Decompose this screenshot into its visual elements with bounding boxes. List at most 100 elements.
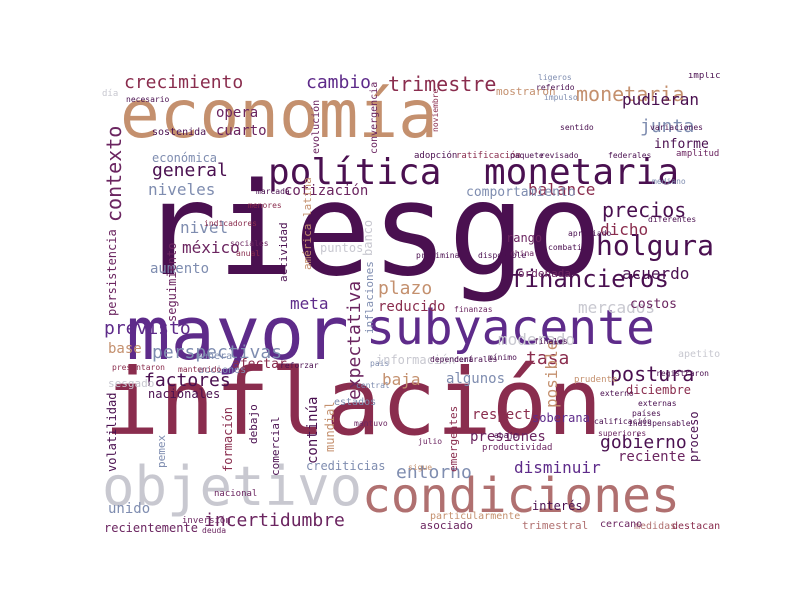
word-economia: economía	[120, 76, 438, 153]
word-mediano: mediano	[652, 177, 686, 186]
word-central: central	[356, 381, 390, 390]
word-presentaron: presentaron	[112, 363, 165, 372]
word-mantenido: mantenido	[178, 365, 222, 374]
word-respecto: respecto	[472, 407, 540, 423]
word-calificacion: calificación	[594, 417, 652, 426]
word-monetaria-small: monetaria	[576, 82, 685, 106]
word-afectar: afectar	[232, 357, 287, 372]
word-dependera: dependerá	[430, 355, 474, 364]
word-interes: interés	[532, 499, 583, 513]
word-actividad: actividad	[277, 222, 290, 282]
word-nacionales: nacionales	[148, 387, 221, 401]
word-superiores: superiores	[598, 429, 647, 438]
word-niveles: niveles	[148, 180, 216, 199]
word-pudieran: pudieran	[622, 90, 700, 109]
word-america-latina: américa latina	[301, 177, 314, 270]
word-economica: económica	[152, 151, 218, 165]
word-ratificacion: ratificación	[456, 151, 522, 161]
word-opera: opera	[216, 105, 259, 121]
word-china: china	[510, 249, 535, 258]
word-postura: postura	[610, 362, 695, 386]
word-mercados: mercados	[578, 298, 656, 317]
word-evolucion: evolución	[311, 99, 322, 154]
word-minimo: mínimo	[488, 353, 517, 362]
word-balance: balance	[528, 180, 596, 199]
word-convergencia: convergencia	[369, 81, 380, 154]
word-gobierno: gobierno	[600, 432, 687, 453]
word-mostraron: mostraron	[496, 85, 556, 98]
word-ordenada: ordenada	[518, 267, 571, 280]
word-paises: países	[632, 409, 661, 418]
word-incertidumbre: incertidumbre	[204, 510, 345, 531]
word-indispensable: indispensable	[628, 419, 691, 428]
word-entorno: entorno	[396, 462, 472, 483]
word-noviembre: noviembre	[431, 88, 440, 132]
word-referido: referido	[536, 83, 575, 92]
word-mexico: méxico	[182, 238, 240, 257]
word-disminuir: disminuir	[514, 458, 601, 477]
word-cloud: riesgo inflación mayor economía política…	[100, 72, 720, 542]
word-condiciones: condiciones	[362, 468, 680, 524]
word-inflacion: inflación	[104, 349, 603, 456]
word-estados: estados	[334, 397, 377, 408]
word-recientemente: recientemente	[104, 521, 198, 535]
word-reforzar: reforzar	[280, 361, 319, 370]
word-debajo: debajo	[247, 404, 260, 444]
word-trimestre: trimestre	[388, 72, 497, 96]
word-marcada: marcada	[256, 187, 290, 196]
word-objetivo: objetivo	[102, 455, 363, 518]
word-prudente: prudente	[574, 375, 618, 385]
word-anual: anual	[236, 249, 261, 258]
word-reciente: reciente	[618, 449, 686, 465]
word-formacion: formación	[221, 406, 235, 472]
word-registraron: registraron	[656, 369, 709, 378]
word-junta: junta	[640, 116, 695, 137]
word-externo: externo	[600, 389, 634, 398]
word-productividad: productividad	[482, 443, 553, 453]
word-mantuvo: mantuvo	[354, 419, 388, 428]
word-sociales: sociales	[230, 239, 269, 248]
word-emergentes: emergentes	[447, 405, 460, 472]
word-pais: país	[370, 359, 390, 368]
word-reducido: reducido	[378, 299, 446, 315]
word-banco: banco	[361, 219, 375, 256]
word-algunos: algunos	[446, 371, 506, 387]
word-cotizacion: cotización	[284, 183, 369, 199]
word-persistencia: persistencia	[105, 229, 119, 316]
word-inversion: inversión	[182, 516, 231, 526]
word-moderado: moderado	[498, 330, 576, 349]
word-necesario: necesario	[126, 95, 170, 104]
word-aumento: aumento	[150, 261, 210, 277]
word-plazo: plazo	[378, 278, 433, 299]
word-crecimiento: crecimiento	[124, 72, 244, 93]
word-precios: precios	[602, 198, 687, 222]
word-mundial: mundial	[323, 401, 337, 452]
word-abajo: abajo	[494, 431, 519, 440]
word-amplitud: amplitud	[676, 149, 720, 159]
word-cercano: cercano	[600, 519, 643, 530]
word-paquete: paquete	[510, 151, 544, 160]
word-apetito: apetito	[678, 349, 720, 360]
word-crediticias: crediticias	[306, 459, 386, 473]
word-medidas: medidas	[634, 521, 677, 532]
word-inflaciones: inflaciones	[363, 261, 376, 334]
word-previsto: previsto	[104, 318, 191, 339]
word-acuerdo: acuerdo	[622, 264, 690, 283]
word-centrales: centrales	[454, 355, 498, 364]
word-sesgado: sesgado	[108, 377, 155, 390]
word-mayor: mayor	[126, 291, 349, 377]
word-diferentes: diferentes	[648, 215, 697, 224]
word-comportamiento: comportamiento	[466, 185, 576, 200]
word-destacando: destacando	[672, 521, 720, 532]
word-seguimiento: seguimiento	[165, 242, 179, 322]
word-monetaria-big: monetaria	[484, 152, 680, 193]
word-nacional: nacional	[214, 489, 258, 499]
word-meta: meta	[290, 294, 329, 313]
word-general: general	[152, 160, 228, 181]
word-sentido: sentido	[560, 123, 594, 132]
word-asociado: asociado	[420, 519, 473, 532]
word-financieros: financieros	[510, 265, 669, 293]
word-factores: factores	[144, 370, 231, 391]
word-deuda: deuda	[202, 526, 227, 535]
